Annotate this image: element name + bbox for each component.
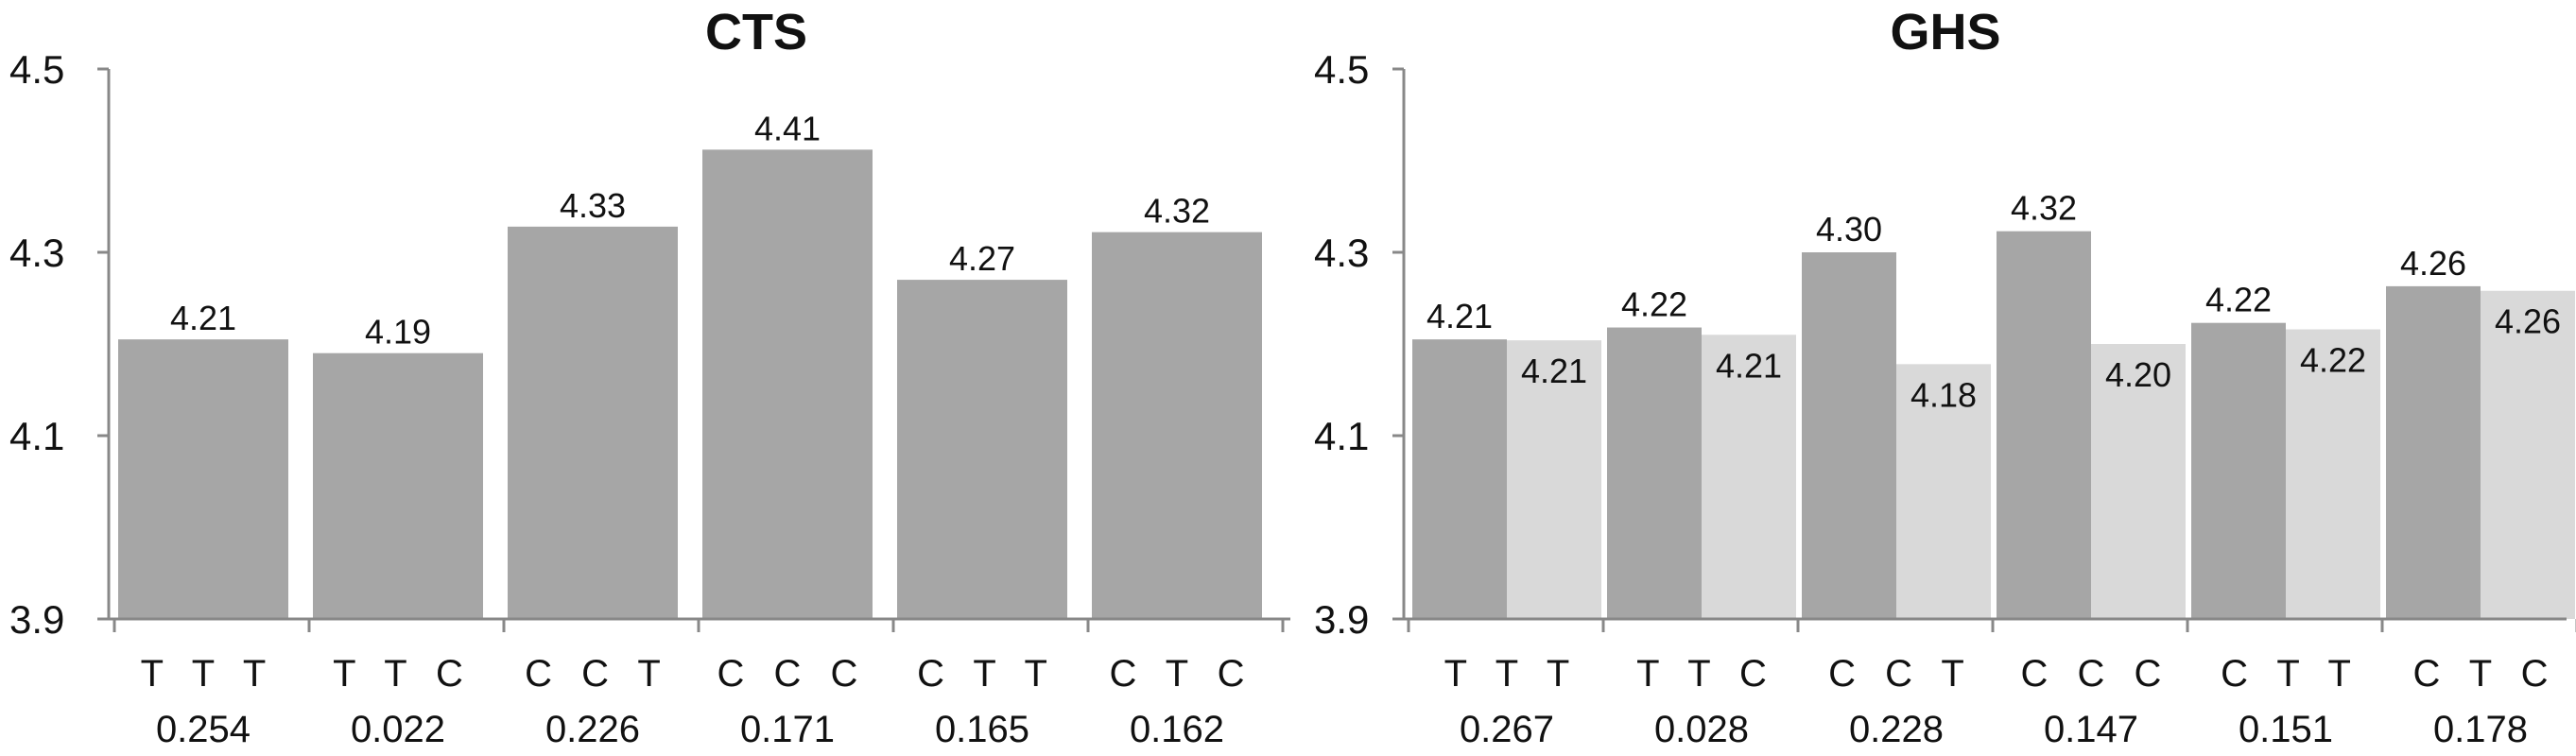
chart1-category-value-6: 0.162 bbox=[1130, 709, 1224, 750]
chart1-category-label-5: C T T bbox=[917, 653, 1057, 695]
chart2-data-label-s2-2: 4.21 bbox=[1716, 346, 1782, 385]
chart2-bar-s2-3 bbox=[1896, 364, 1991, 619]
chart1-category-value-2: 0.022 bbox=[351, 709, 445, 750]
chart2-data-label-s1-6: 4.26 bbox=[2400, 244, 2466, 283]
chart2-category-label-2: T T C bbox=[1636, 653, 1776, 695]
chart2-data-label-s1-2: 4.22 bbox=[1621, 285, 1687, 324]
chart1-title: CTS bbox=[705, 4, 807, 60]
chart2-bar-s2-2 bbox=[1702, 335, 1796, 619]
chart2-data-label-s2-1: 4.21 bbox=[1521, 352, 1587, 390]
chart2-bar-s1-3 bbox=[1802, 252, 1896, 619]
chart1-bar-s1-2 bbox=[313, 352, 483, 619]
chart2-data-label-s2-4: 4.20 bbox=[2105, 355, 2171, 394]
chart2-data-label-s2-3: 4.18 bbox=[1910, 375, 1977, 414]
chart2-category-label-1: T T T bbox=[1444, 653, 1580, 695]
chart1-bar-s1-4 bbox=[702, 149, 873, 620]
chart1-bar-s1-6 bbox=[1092, 232, 1262, 619]
chart1-bar-s1-5 bbox=[897, 280, 1067, 619]
chart2-bar-s2-1 bbox=[1507, 340, 1601, 619]
chart2-bar-s2-4 bbox=[2091, 344, 2186, 619]
chart1-category-label-3: C C T bbox=[525, 653, 670, 695]
chart1-bar-s1-1 bbox=[118, 339, 288, 619]
chart1-category-label-4: C C C bbox=[717, 653, 868, 695]
chart2-category-label-6: C T C bbox=[2413, 653, 2558, 695]
chart2-category-value-3: 0.228 bbox=[1849, 709, 1944, 750]
chart1-data-label-s1-5: 4.27 bbox=[949, 239, 1015, 278]
chart2-category-value-1: 0.267 bbox=[1460, 709, 1554, 750]
chart2-category-label-5: C T T bbox=[2221, 653, 2360, 695]
chart2-title: GHS bbox=[1890, 4, 2000, 60]
chart2-bar-s2-6 bbox=[2481, 290, 2575, 619]
chart1-data-label-s1-3: 4.33 bbox=[560, 186, 626, 225]
chart1-data-label-s1-1: 4.21 bbox=[170, 299, 236, 337]
chart1-category-label-1: T T T bbox=[141, 653, 276, 695]
chart2-data-label-s2-6: 4.26 bbox=[2495, 302, 2561, 341]
chart2-category-value-5: 0.151 bbox=[2239, 709, 2333, 750]
chart2-data-label-s1-3: 4.30 bbox=[1816, 210, 1882, 249]
chart2-category-value-4: 0.147 bbox=[2044, 709, 2138, 750]
chart1-data-label-s1-4: 4.41 bbox=[754, 109, 821, 147]
chart2-y-tick-label: 4.3 bbox=[1314, 231, 1369, 275]
chart2-category-value-6: 0.178 bbox=[2433, 709, 2528, 750]
chart2-bar-s1-2 bbox=[1607, 327, 1702, 619]
chart2-category-label-4: C C C bbox=[2021, 653, 2171, 695]
chart2-bar-s1-4 bbox=[1997, 231, 2091, 619]
chart2-y-tick-label: 4.5 bbox=[1314, 47, 1369, 92]
chart1-y-tick-label: 4.1 bbox=[9, 414, 64, 458]
chart2-bar-s1-5 bbox=[2191, 322, 2286, 619]
chart1-category-label-6: C T C bbox=[1110, 653, 1254, 695]
chart2-data-label-s1-4: 4.32 bbox=[2011, 189, 2077, 228]
chart2-bar-s1-1 bbox=[1412, 339, 1507, 619]
chart2-bar-s2-5 bbox=[2286, 329, 2380, 619]
chart1-data-label-s1-2: 4.19 bbox=[365, 313, 431, 352]
chart1-category-value-4: 0.171 bbox=[740, 709, 835, 750]
chart1-y-tick-label: 4.5 bbox=[9, 47, 64, 92]
chart1-y-tick-label: 3.9 bbox=[9, 597, 64, 642]
chart2-data-label-s2-5: 4.22 bbox=[2300, 340, 2366, 379]
chart1-category-value-1: 0.254 bbox=[156, 709, 251, 750]
chart1-data-label-s1-6: 4.32 bbox=[1144, 192, 1210, 231]
chart1-category-value-3: 0.226 bbox=[545, 709, 640, 750]
chart1-y-tick-label: 4.3 bbox=[9, 231, 64, 275]
chart2-data-label-s1-1: 4.21 bbox=[1426, 297, 1493, 335]
chart2-y-tick-label: 3.9 bbox=[1314, 597, 1369, 642]
chart2-category-value-2: 0.028 bbox=[1654, 709, 1749, 750]
chart2-data-label-s1-5: 4.22 bbox=[2205, 281, 2272, 319]
chart2-y-tick-label: 4.1 bbox=[1314, 414, 1369, 458]
chart1-bar-s1-3 bbox=[508, 226, 678, 619]
chart1-category-label-2: T T C bbox=[333, 653, 473, 695]
chart2-bar-s1-6 bbox=[2386, 285, 2481, 619]
chart2-category-label-3: C C T bbox=[1828, 653, 1974, 695]
chart1-category-value-5: 0.165 bbox=[935, 709, 1029, 750]
